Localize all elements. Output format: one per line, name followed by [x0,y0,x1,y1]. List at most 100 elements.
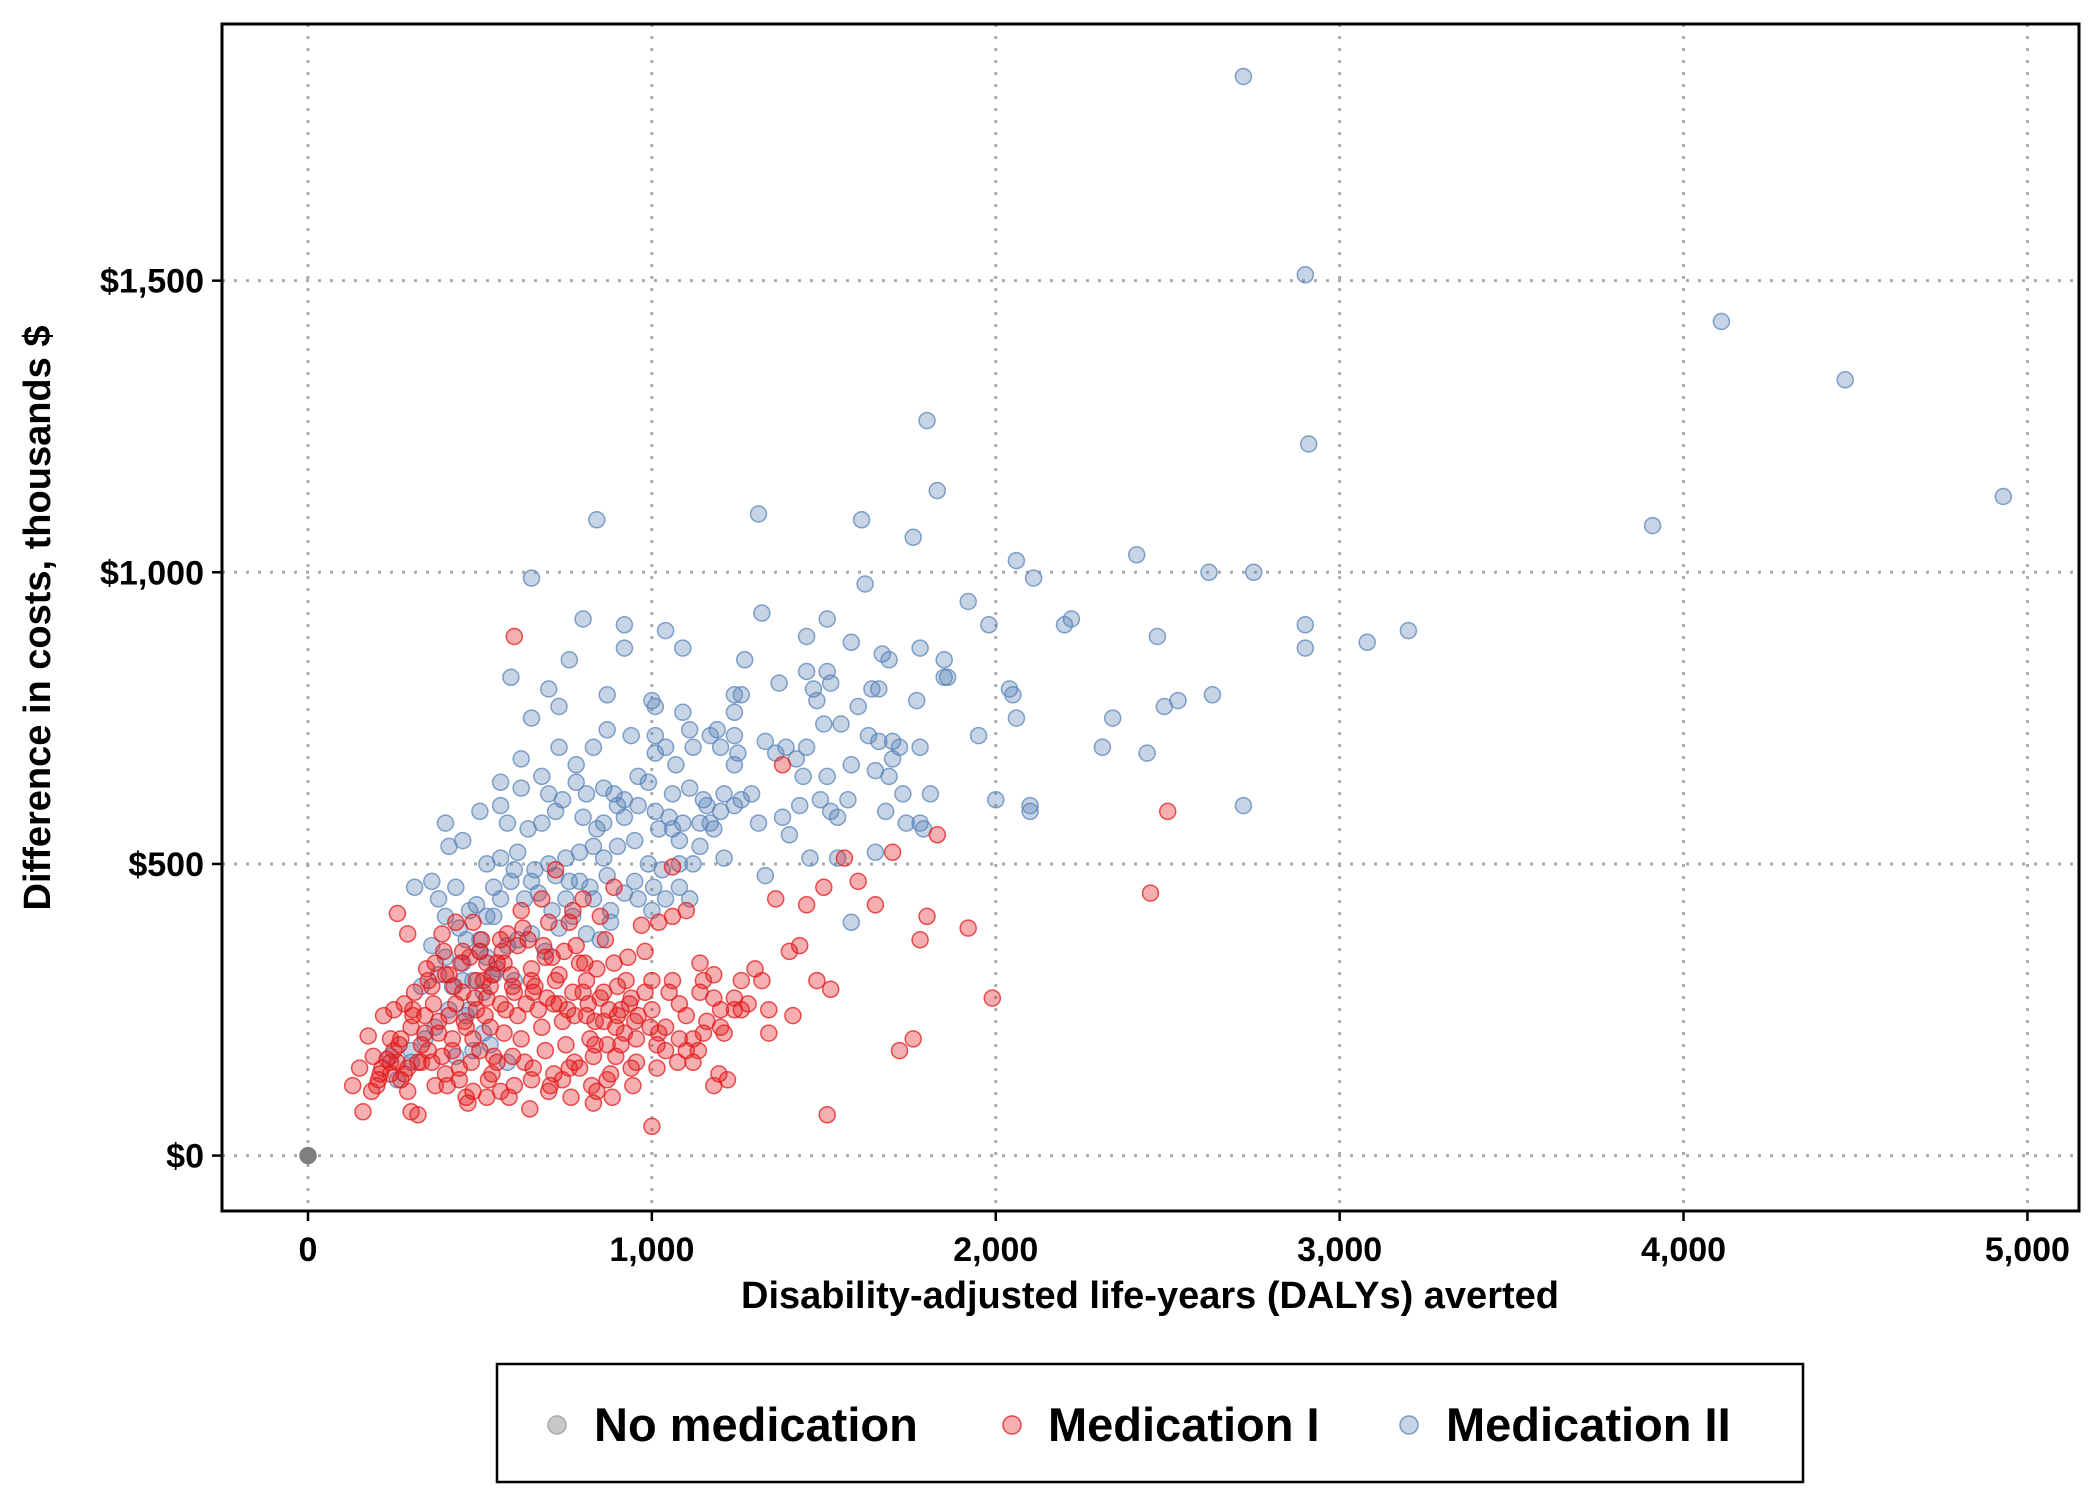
data-point-medication-i [388,904,407,923]
x-axis-title: Disability-adjusted life-years (DALYs) a… [741,1275,1559,1317]
data-point-medication-i [694,1024,713,1042]
data-point-medication-i [711,1001,730,1019]
data-point-medication-i [503,1047,522,1066]
data-point-medication-i [591,907,610,926]
data-point-medication-i [598,1071,616,1089]
data-point-medication-ii [656,738,675,757]
data-point-medication-i [564,983,582,1002]
data-point-medication-ii [808,691,826,710]
data-point-medication-ii [987,791,1005,809]
data-point-medication-ii [502,668,520,687]
data-point-medication-ii [818,610,836,628]
data-point-medication-ii [608,796,627,815]
series-medication-ii [381,67,2013,1089]
data-point-medication-ii [756,732,775,751]
data-point-no-medication [299,1146,317,1165]
data-point-medication-i [472,931,491,949]
data-point-medication-ii [691,837,709,856]
data-point-medication-i [883,843,902,862]
data-point-medication-ii [639,773,658,792]
data-point-medication-i [514,919,532,937]
data-point-medication-ii [821,674,840,692]
data-point-medication-i [496,1001,515,1019]
data-point-medication-ii [870,680,888,698]
data-point-medication-i [409,1106,427,1124]
data-point-medication-ii [1007,551,1026,570]
data-point-medication-i [404,1006,422,1025]
data-point-medication-ii [601,913,620,932]
data-point-medication-ii [1643,516,1662,535]
data-point-medication-i [435,942,453,961]
data-point-medication-ii [1358,633,1376,652]
data-point-medication-ii [732,686,751,704]
data-point-medication-ii [423,872,441,891]
data-point-medication-i [790,936,809,955]
data-point-medication-i [459,1094,477,1112]
x-axis: 0 1,000 2,000 3,000 4,000 5,000 [299,1211,2070,1269]
data-point-medication-ii [447,878,465,897]
data-point-medication-ii [594,814,613,832]
data-point-medication-ii [1055,616,1074,634]
data-point-medication-i [784,1006,802,1025]
data-point-medication-ii [1296,266,1315,284]
y-axis: $0 $500 $1,000 $1,500 [100,263,222,1176]
data-point-medication-ii [629,767,647,786]
data-point-medication-i [835,849,854,867]
data-point-medication-ii [594,849,613,867]
data-point-medication-ii [491,796,510,815]
data-point-medication-ii [818,767,836,786]
data-point-medication-ii [911,738,929,757]
data-point-medication-i [562,1088,580,1107]
y-tick-label: $1,500 [100,263,204,301]
data-point-medication-i [565,1006,584,1025]
data-point-medication-i [555,942,573,961]
data-point-medication-ii [656,621,675,640]
data-point-medication-i [483,966,501,984]
data-point-medication-ii [852,511,871,529]
data-point-medication-i [577,971,596,990]
data-point-medication-i [797,896,816,914]
data-point-medication-ii [715,849,733,867]
data-point-medication-i [534,936,553,955]
data-point-medication-i [656,1018,675,1037]
data-point-medication-i [560,913,579,932]
data-point-medication-ii [567,756,585,774]
data-point-medication-ii [615,616,634,634]
data-point-medication-ii [502,872,520,891]
data-point-medication-i [598,1036,616,1054]
data-point-medication-ii [907,691,926,710]
data-point-medication-ii [484,878,503,897]
data-point-medication-i [603,1088,622,1107]
data-point-medication-i [725,1001,744,1019]
legend-box [495,1362,1805,1484]
data-point-medication-i [753,971,771,990]
data-point-medication-ii [539,680,558,698]
data-point-medication-ii [1296,616,1315,634]
data-point-medication-ii [663,820,682,838]
data-point-medication-i [426,1076,444,1095]
y-tick-label: $0 [166,1138,204,1176]
data-point-medication-ii [770,674,788,692]
data-point-medication-i [586,1036,604,1054]
series-medication-i [343,627,1177,1136]
data-point-medication-i [711,1018,730,1037]
data-point-medication-i [821,980,840,999]
data-point-medication-ii [863,680,881,698]
data-point-medication-ii [705,820,723,838]
data-point-medication-i [691,954,709,972]
data-point-medication-ii [842,756,861,774]
data-point-medication-ii [684,855,702,873]
data-point-medication-i [890,1041,909,1060]
data-point-medication-i [808,971,826,990]
data-point-medication-ii [849,697,867,716]
data-point-medication-i [455,1012,474,1031]
data-point-medication-i [452,954,470,972]
data-point-medication-i [512,1030,530,1048]
data-point-medication-ii [588,820,606,838]
data-point-medication-i [849,872,867,891]
data-point-medication-ii [735,651,754,669]
data-point-medication-i [570,954,589,972]
data-point-medication-i [398,925,417,943]
data-point-medication-i [521,1100,539,1118]
data-point-medication-i [596,931,615,949]
